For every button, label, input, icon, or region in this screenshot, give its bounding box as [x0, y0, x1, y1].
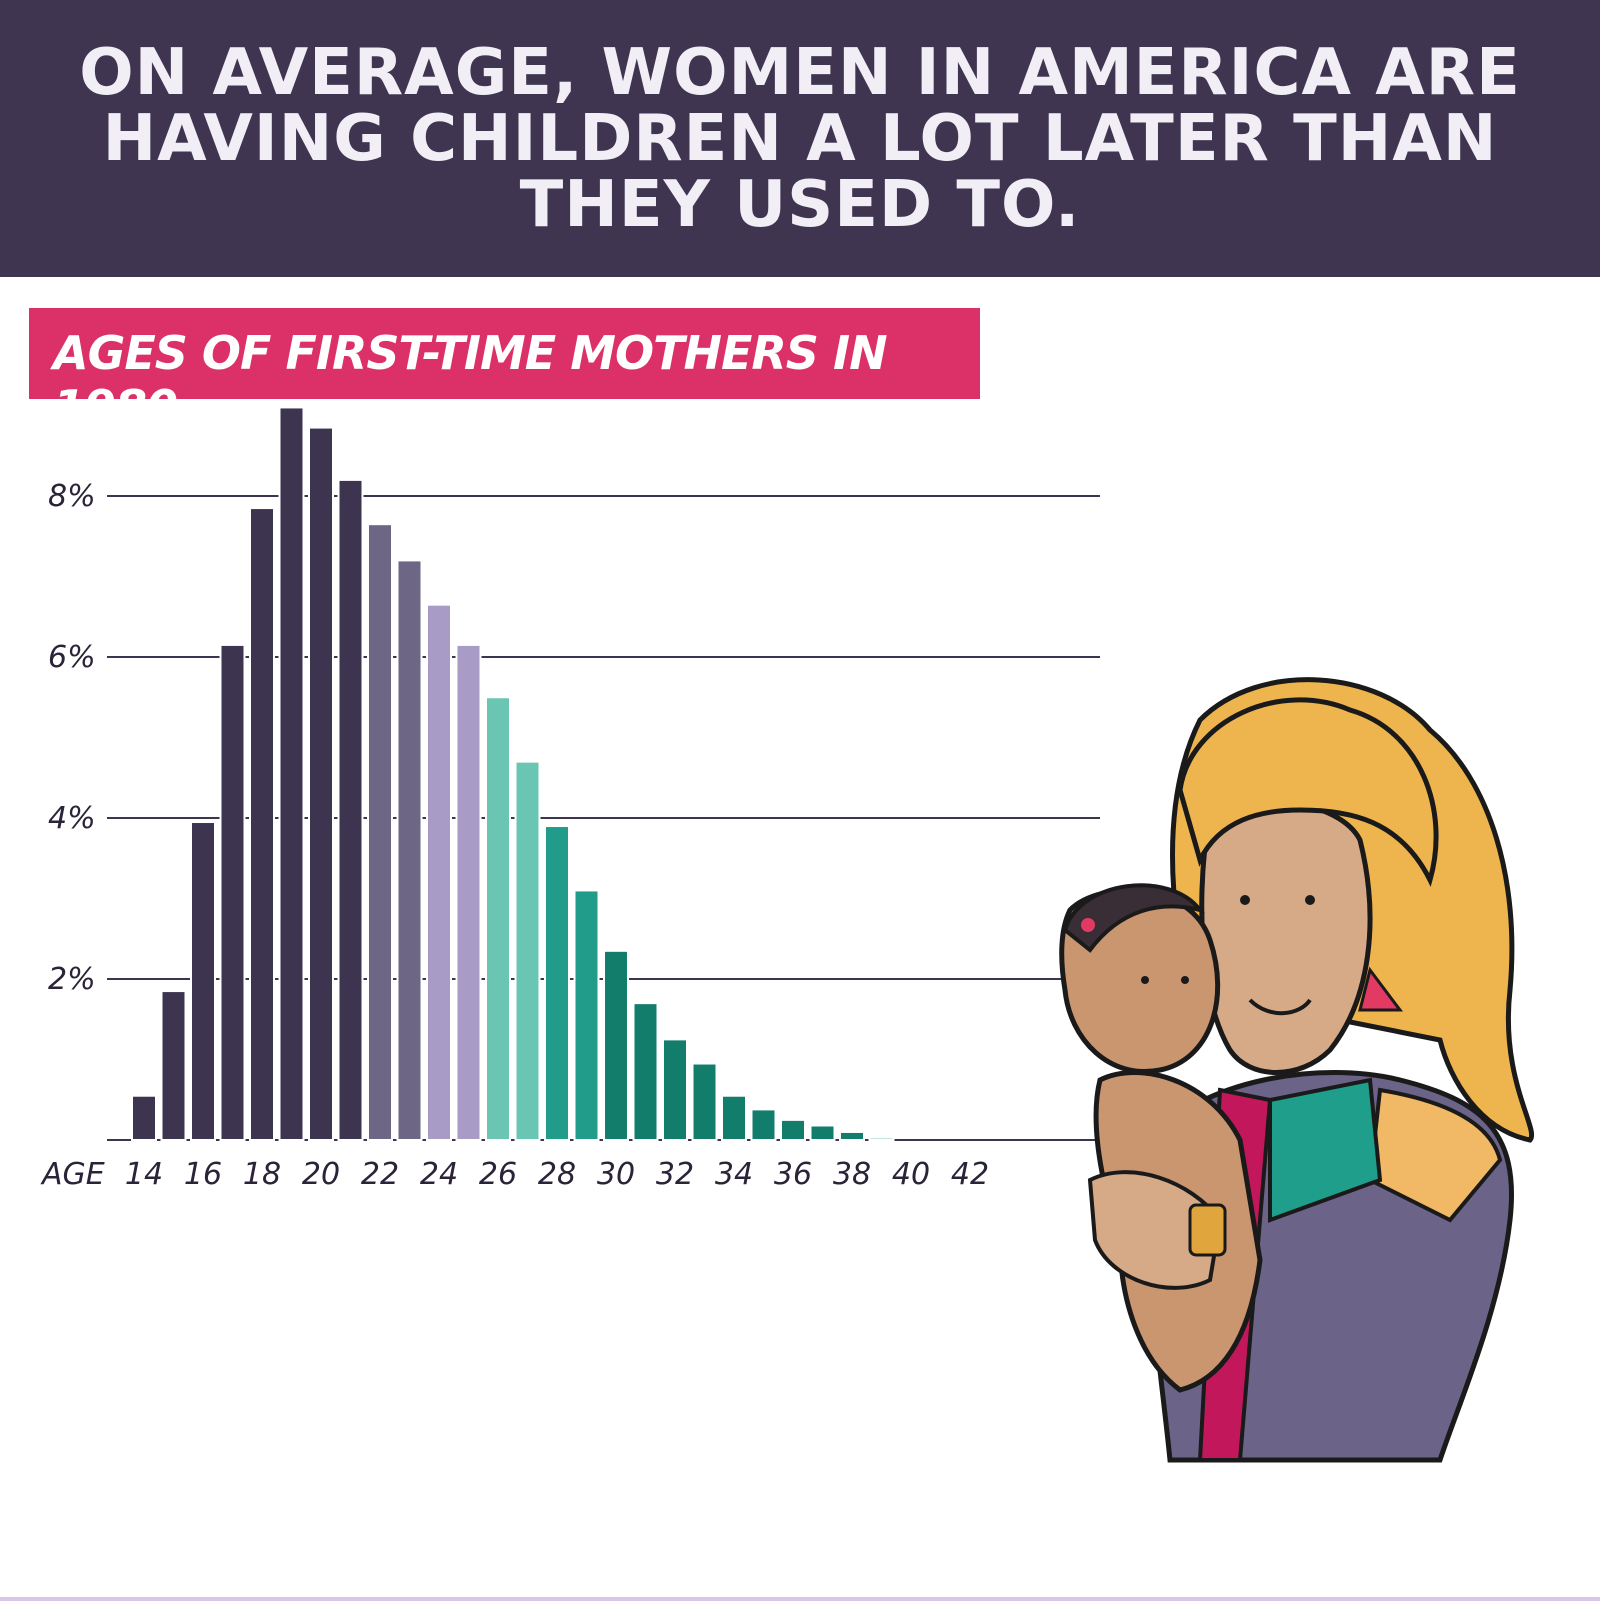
x-tick-label: 24: [420, 1157, 458, 1192]
bar-age-18: [249, 507, 275, 1141]
bar-age-20: [308, 426, 334, 1141]
chart-title-banner: AGES OF FIRST-TIME MOTHERS IN 1980: [29, 308, 980, 434]
bar-age-28: [544, 825, 570, 1141]
x-tick-label: 26: [479, 1157, 517, 1192]
x-axis-label: AGE: [40, 1157, 105, 1192]
x-tick-label: 28: [538, 1157, 576, 1192]
x-tick-label: 36: [774, 1157, 812, 1192]
x-tick-label: 22: [361, 1157, 399, 1192]
bar-age-39: [868, 1136, 895, 1142]
bar-age-36: [780, 1118, 806, 1141]
y-tick-label: 6%: [48, 640, 96, 675]
bar-age-31: [632, 1002, 659, 1142]
x-tick-label: 32: [656, 1157, 694, 1192]
x-tick-label: 34: [715, 1157, 753, 1192]
x-tick-label: 30: [597, 1157, 635, 1192]
header-banner: ON AVERAGE, WOMEN IN AMERICA ARE HAVING …: [0, 0, 1600, 277]
bar-age-21: [337, 478, 364, 1141]
bar-age-38: [839, 1130, 865, 1142]
x-tick-label: 38: [833, 1157, 871, 1192]
y-tick-label: 2%: [48, 962, 96, 997]
x-tick-label: 16: [184, 1157, 222, 1192]
bar-age-24: [426, 603, 452, 1142]
bar-age-27: [514, 760, 541, 1141]
bar-age-29: [573, 889, 600, 1142]
bar-age-33: [691, 1062, 718, 1142]
y-tick-label: 8%: [48, 479, 96, 514]
chart-title: AGES OF FIRST-TIME MOTHERS IN 1980: [53, 326, 888, 434]
bottom-border: [0, 1597, 1600, 1601]
x-tick-label: 42: [951, 1157, 989, 1192]
bar-age-35: [750, 1108, 777, 1141]
x-tick-label: 14: [125, 1157, 163, 1192]
bar-age-32: [662, 1038, 688, 1141]
mother-and-baby-illustration: [1059, 677, 1534, 1463]
headline: ON AVERAGE, WOMEN IN AMERICA ARE HAVING …: [79, 35, 1521, 242]
bar-age-22: [367, 523, 393, 1142]
bar-age-23: [396, 559, 423, 1141]
y-tick-label: 4%: [48, 801, 96, 836]
x-tick-label: 40: [892, 1157, 930, 1192]
bar-age-34: [721, 1094, 747, 1141]
bar-age-15: [160, 990, 187, 1142]
x-tick-label: 18: [243, 1157, 281, 1192]
bar-age-17: [219, 643, 246, 1142]
bar-age-37: [809, 1124, 836, 1142]
bar-age-19: [278, 406, 305, 1141]
bar-age-26: [485, 696, 511, 1141]
bar-age-16: [190, 821, 216, 1141]
bar-age-30: [603, 949, 629, 1142]
bar-age-14: [131, 1094, 157, 1141]
bar-age-25: [455, 643, 482, 1142]
bar-chart: 2%4%6%8% 14 16 18 20 22 24 26 28 30 32 34 36 38 40 42 …: [40, 406, 1100, 1192]
x-tick-label: 20: [302, 1157, 340, 1192]
